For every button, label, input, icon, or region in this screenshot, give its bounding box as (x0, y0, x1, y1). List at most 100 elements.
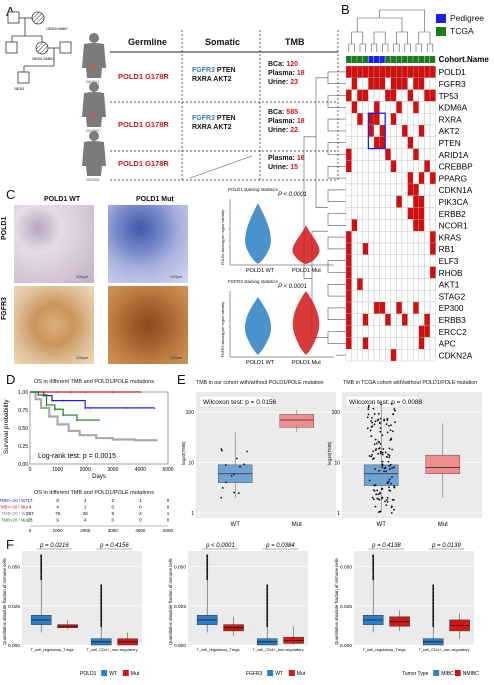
mutation-cell (357, 254, 363, 267)
mutation-cell (407, 77, 414, 90)
gene-label: CREBBP (439, 162, 474, 172)
data-point (379, 510, 382, 513)
f-outlier (432, 584, 435, 587)
mutation-cell (418, 254, 425, 267)
data-point (388, 424, 390, 427)
mutation-cell (345, 101, 352, 114)
data-point (369, 429, 372, 432)
risk-count: 1 (84, 505, 87, 510)
f-legend-swatch (101, 670, 108, 676)
mutation-cell (413, 207, 419, 220)
mutation-cell (429, 172, 436, 185)
mutation-cell (407, 219, 414, 232)
mutation-cell (418, 231, 425, 244)
mutation-cell (368, 113, 375, 126)
f-outlier (100, 592, 103, 595)
mutation-cell (373, 325, 380, 338)
data-point (379, 492, 381, 494)
mutation-cell (413, 183, 419, 196)
f-ylabel: Quantitative absolute fraction of immune… (168, 558, 173, 645)
km-title: OS in different TMB and POLD1/POLE mutat… (34, 379, 154, 385)
f-outlier (100, 599, 103, 602)
gene-label: PTEN (439, 138, 461, 148)
mutation-cell (401, 301, 408, 314)
mutation-cell (373, 101, 380, 114)
mutation-cell (385, 77, 391, 90)
mutation-cell (429, 136, 436, 149)
data-point (381, 451, 384, 454)
f-outlier (40, 561, 43, 564)
f-ytick: 0.050 (174, 565, 186, 571)
data-point (390, 424, 392, 427)
mutation-cell (413, 231, 419, 244)
f-outlier (40, 567, 43, 569)
mutation-cell (424, 77, 431, 90)
mutation-cell (424, 65, 431, 78)
mutation-cell (429, 148, 436, 161)
e-left-title: TMB in our cohort with/without POLD1/POL… (196, 380, 324, 386)
f-outlier (40, 559, 43, 562)
f-outlier (372, 557, 375, 559)
risk-count: 4 (84, 498, 87, 503)
cohort-cell (413, 56, 419, 63)
f-outlier (206, 568, 209, 571)
mutation-cell (345, 313, 352, 326)
mutation-cell (362, 231, 369, 244)
f-outlier (432, 611, 435, 613)
dendro-branch (348, 43, 355, 52)
mutation-cell (385, 242, 391, 255)
mutation-cell (396, 325, 403, 338)
mutation-cell (379, 160, 386, 173)
mutation-cell (396, 290, 403, 303)
mutation-cell (385, 290, 391, 303)
mutation-cell (345, 89, 352, 102)
mutation-cell (368, 65, 375, 78)
f-outlier (432, 590, 435, 592)
mutation-cell (373, 207, 380, 220)
data-point (379, 417, 382, 420)
gene-label: FGFR3 (439, 79, 467, 89)
censor-mark: + (48, 414, 51, 420)
mutation-cell (429, 89, 436, 102)
mutation-cell (385, 278, 391, 291)
mutation-cell (368, 207, 375, 220)
mutation-cell (401, 183, 408, 196)
gene-label: PPARG (439, 173, 467, 183)
mutation-cell (418, 136, 425, 149)
f-outlier (40, 568, 43, 571)
data-point (388, 456, 391, 459)
data-point (393, 486, 396, 489)
dendro-branch (393, 43, 400, 52)
gene-label: KDM6A (439, 103, 468, 113)
mutation-cell (362, 160, 369, 173)
censor-mark: + (75, 418, 78, 424)
mutation-cell (390, 207, 397, 220)
f-outlier (100, 621, 103, 623)
mutation-cell (429, 183, 436, 196)
data-point (237, 492, 240, 495)
risk-xtick: 1000 (53, 528, 64, 533)
data-point (374, 468, 377, 470)
mutation-cell (351, 77, 358, 90)
mutation-cell (390, 266, 397, 279)
data-point (388, 486, 390, 489)
mutation-cell (390, 160, 397, 173)
patient-figures (82, 33, 106, 176)
cohort-cell (430, 56, 436, 63)
f-outlier (40, 569, 43, 572)
risk-count: 0 (167, 505, 170, 510)
mutation-cell (373, 77, 380, 90)
risk-count: 0 (112, 505, 115, 510)
mutation-cell (357, 313, 363, 326)
gene-label: ELF3 (439, 256, 459, 266)
f-legend-title: POLD1 (80, 671, 97, 677)
f-outlier (266, 615, 269, 618)
mutation-cell (351, 160, 358, 173)
data-point (393, 408, 396, 410)
data-point (386, 496, 389, 499)
mutation-cell (418, 172, 425, 185)
data-point (379, 421, 381, 424)
data-point (221, 487, 224, 489)
mutation-cell (379, 89, 386, 102)
